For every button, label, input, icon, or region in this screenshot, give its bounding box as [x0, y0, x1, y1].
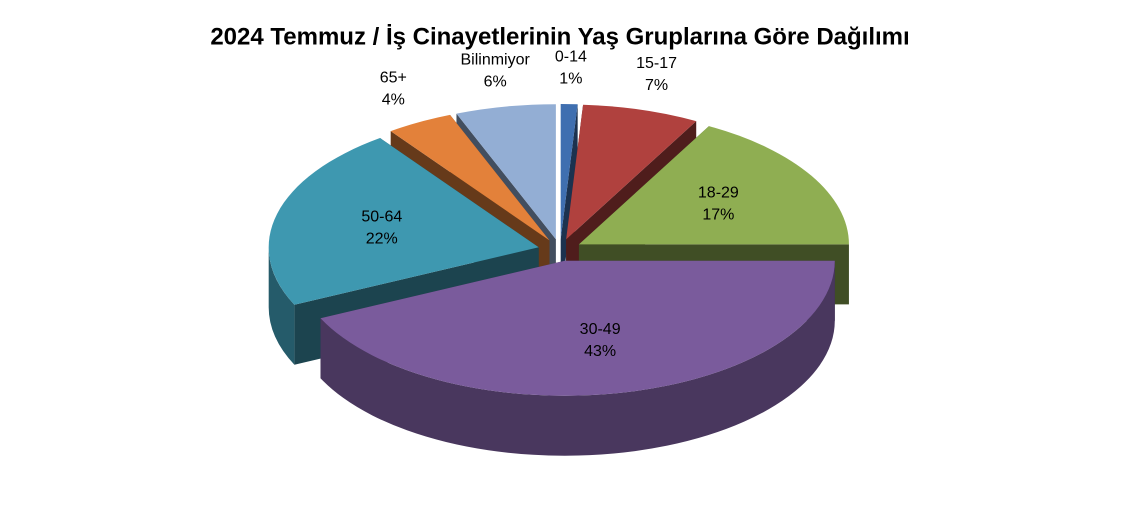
slice [560, 104, 578, 300]
slice-top [268, 138, 539, 305]
value-label: 17% [702, 206, 734, 223]
slice-top [566, 104, 697, 240]
category-label: 18-29 [698, 184, 739, 201]
slice-top [456, 104, 556, 240]
chart-title: 2024 Temmuz / İş Cinayetlerinin Yaş Grup… [210, 23, 909, 50]
value-label: 1% [559, 70, 582, 87]
slice-wall [320, 260, 835, 456]
slice-top [390, 114, 550, 241]
category-label: 15-17 [636, 55, 677, 72]
value-label: 43% [584, 343, 616, 360]
slice-top [320, 260, 835, 396]
value-label: 7% [645, 77, 668, 94]
category-label: 30-49 [580, 321, 621, 338]
category-label: 50-64 [361, 208, 402, 225]
category-label: 65+ [380, 70, 407, 87]
value-label: 4% [382, 92, 405, 109]
slice-top [578, 126, 849, 245]
slice-side [560, 104, 578, 300]
category-label: Bilinmiyor [460, 51, 530, 68]
category-label: 0-14 [555, 48, 587, 65]
slice-wall [268, 247, 295, 365]
value-label: 6% [484, 73, 507, 90]
value-label: 22% [366, 230, 398, 247]
slice [320, 260, 835, 456]
slice-top [560, 104, 578, 240]
